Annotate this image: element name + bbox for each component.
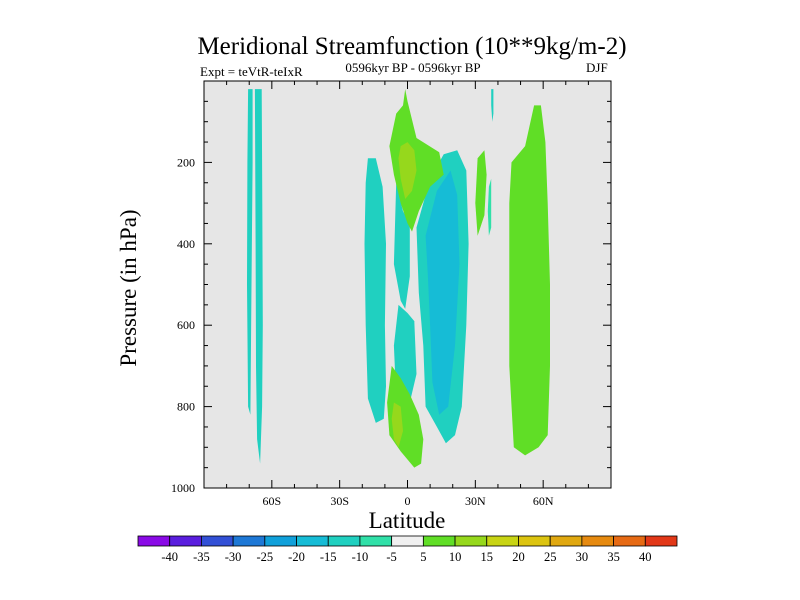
colorbar-swatch — [644, 535, 678, 547]
x-axis-label: Latitude — [369, 508, 446, 533]
colorbar-label: 25 — [544, 550, 557, 564]
x-tick-label: 30N — [465, 494, 486, 508]
contour-region-eq-negative-upper — [393, 182, 410, 309]
x-tick-label: 30S — [330, 494, 349, 508]
colorbar-swatch — [486, 535, 519, 547]
colorbar-label: -40 — [161, 550, 178, 564]
colorbar-label: 5 — [420, 550, 426, 564]
contour-region-nh-positive-small — [475, 150, 487, 236]
x-tick-label: 0 — [405, 494, 411, 508]
y-tick-label: 800 — [177, 400, 195, 414]
colorbar-label: 40 — [639, 550, 652, 564]
colorbar-swatch — [518, 535, 551, 547]
colorbar-swatch — [422, 535, 456, 547]
colorbar-label: -20 — [288, 550, 305, 564]
contour-region-nh-ferrel-positive — [509, 105, 550, 456]
colorbar-label: 30 — [576, 550, 589, 564]
x-tick-label: 60N — [533, 494, 554, 508]
colorbar-swatch — [454, 535, 488, 547]
colorbar-swatch — [201, 535, 234, 547]
contour-region-sh-polar-cell-b — [254, 89, 263, 464]
colorbar-label: 20 — [512, 550, 525, 564]
colorbar-label: -10 — [352, 550, 369, 564]
colorbar-swatch — [613, 535, 646, 547]
colorbar-label: 35 — [607, 550, 620, 564]
chart-title: Meridional Streamfunction (10**9kg/m-2) — [197, 33, 626, 60]
contour-region-sh-ferrel-negative — [364, 158, 386, 423]
colorbar-label: 15 — [481, 550, 494, 564]
colorbar-label: -25 — [256, 550, 273, 564]
colorbar-swatch — [296, 535, 329, 547]
colorbar-swatch — [581, 535, 614, 547]
colorbar-label: -35 — [193, 550, 210, 564]
y-tick-label: 1000 — [171, 481, 195, 495]
contour-region-nh-negative-sliver — [487, 178, 492, 236]
colorbar-swatch — [327, 535, 361, 547]
colorbar-swatch — [549, 535, 583, 547]
colorbar-swatch — [232, 535, 266, 547]
contour-region-nh-hadley-core — [425, 170, 460, 415]
season-label: DJF — [586, 60, 608, 75]
contour-region-ferrel-positive-lower-core — [391, 402, 403, 448]
colorbar-swatch — [264, 535, 297, 547]
colorbar-label: -5 — [386, 550, 396, 564]
contour-region-ferrel-positive-upper-core — [398, 142, 417, 199]
x-tick-label: 60S — [262, 494, 281, 508]
contour-region-sh-polar-cell-a — [247, 89, 253, 415]
y-tick-label: 200 — [177, 155, 195, 169]
contour-region-nh-polar-sliver — [491, 89, 494, 122]
contour-fill-layer — [247, 89, 550, 468]
colorbar-swatch — [137, 535, 171, 547]
y-axis-label: Pressure (in hPa) — [116, 209, 141, 366]
colorbar-swatch — [169, 535, 202, 547]
y-tick-label: 600 — [177, 318, 195, 332]
colorbar-swatch — [391, 535, 424, 547]
contour-region-ferrel-positive-upper — [389, 89, 444, 232]
colorbar-swatch — [359, 535, 393, 547]
axis-ticks: 60S 30S 0 30N 60N 200 400 600 800 1000 — [171, 81, 611, 508]
colorbar-label: -30 — [225, 550, 242, 564]
period-label: 0596kyr BP - 0596kyr BP — [345, 60, 480, 75]
colorbar-label: 10 — [449, 550, 462, 564]
experiment-label: Expt = teVtR-teIxR — [200, 64, 303, 79]
colorbar-label: -15 — [320, 550, 337, 564]
y-tick-label: 400 — [177, 237, 195, 251]
colorbar: -40 -35 -30 -25 -20 -15 -10 -5 5 10 15 20 25 30 35 40 — [137, 535, 678, 564]
